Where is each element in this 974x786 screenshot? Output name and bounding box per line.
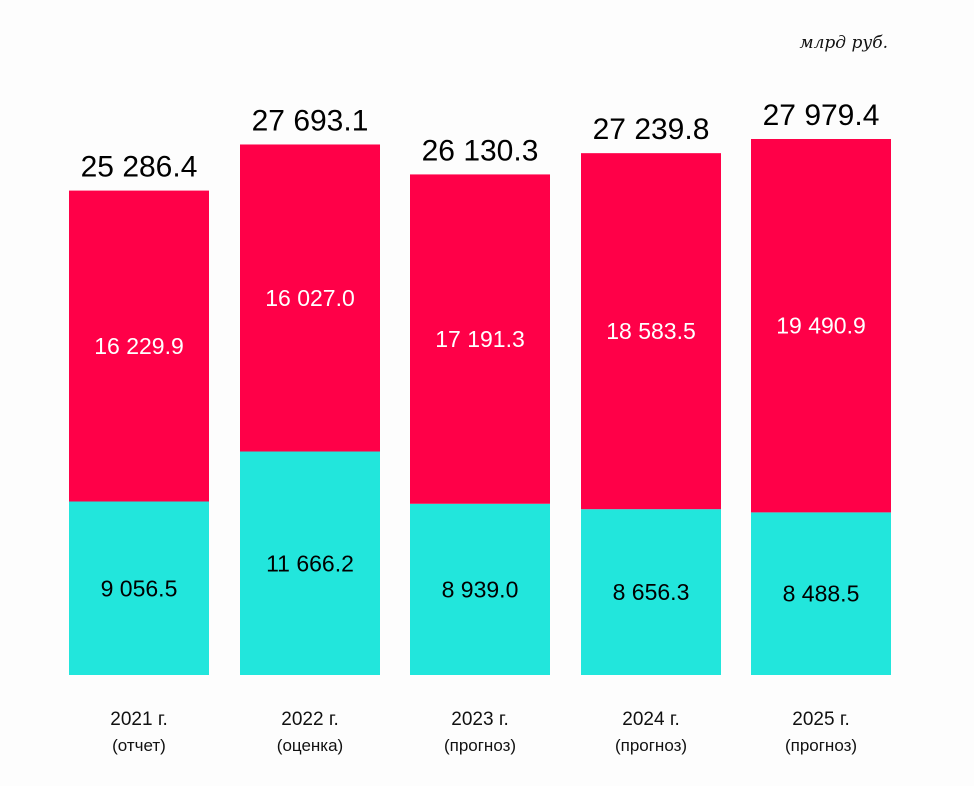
x-tick-label: 2022 г.: [281, 709, 338, 730]
bar-segment-bottom-1: [240, 451, 380, 675]
total-label: 27 979.4: [763, 99, 880, 132]
data-label: 16 229.9: [94, 333, 184, 359]
x-tick-label: 2025 г.: [792, 709, 849, 730]
bar-segment-bottom-2: [410, 503, 550, 675]
data-label: 8 656.3: [613, 579, 690, 605]
x-tick-label: 2024 г.: [622, 709, 679, 730]
total-label: 27 693.1: [252, 104, 369, 137]
bar-segment-top-3: [581, 153, 721, 510]
total-label: 25 286.4: [81, 151, 198, 184]
data-label: 16 027.0: [265, 285, 355, 311]
data-label: 17 191.3: [435, 326, 525, 352]
bar-segment-bottom-4: [751, 512, 891, 675]
total-label: 26 130.3: [422, 134, 539, 167]
bar-segment-bottom-3: [581, 509, 721, 675]
x-tick-note: (оценка): [277, 736, 343, 755]
data-label: 11 666.2: [266, 550, 354, 576]
bar-segment-top-2: [410, 174, 550, 504]
x-tick-note: (прогноз): [785, 736, 857, 755]
x-tick-label: 2023 г.: [451, 709, 508, 730]
x-tick-note: (отчет): [112, 736, 166, 755]
bar-segment-bottom-0: [69, 501, 209, 675]
unit-label: млрд руб.: [799, 33, 888, 53]
x-tick-label: 2021 г.: [110, 709, 167, 730]
x-tick-note: (прогноз): [615, 736, 687, 755]
x-tick-note: (прогноз): [444, 736, 516, 755]
bar-segment-top-0: [69, 190, 209, 502]
data-label: 8 939.0: [442, 576, 519, 602]
total-label: 27 239.8: [593, 113, 710, 146]
data-label: 18 583.5: [606, 318, 696, 344]
data-label: 8 488.5: [783, 581, 860, 607]
data-label: 9 056.5: [101, 575, 178, 601]
bars-group: 9 056.5 16 229.9 25 286.4 2021 г. (отчет) 11 …: [69, 99, 891, 755]
data-label: 19 490.9: [776, 313, 866, 339]
bar-segment-top-4: [751, 139, 891, 513]
bar-segment-top-1: [240, 144, 380, 452]
